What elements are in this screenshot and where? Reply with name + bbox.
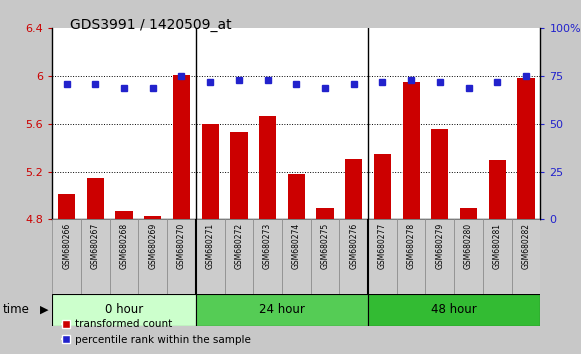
Bar <box>87 178 104 219</box>
Bar <box>52 294 196 326</box>
Bar <box>52 219 81 294</box>
Text: GSM680276: GSM680276 <box>349 223 358 269</box>
Text: GSM680267: GSM680267 <box>91 223 100 269</box>
Bar <box>454 219 483 294</box>
Bar <box>483 219 512 294</box>
Bar <box>167 219 196 294</box>
Bar <box>403 82 419 219</box>
Bar <box>517 79 535 219</box>
Legend: transformed count, percentile rank within the sample: transformed count, percentile rank withi… <box>58 315 255 349</box>
Bar <box>138 219 167 294</box>
Text: GSM680279: GSM680279 <box>435 223 444 269</box>
Bar <box>144 216 162 219</box>
Bar <box>345 159 363 219</box>
Bar <box>196 294 368 326</box>
Bar <box>431 129 449 219</box>
Bar <box>397 219 425 294</box>
Text: GSM680274: GSM680274 <box>292 223 301 269</box>
Text: GDS3991 / 1420509_at: GDS3991 / 1420509_at <box>70 18 231 32</box>
Bar <box>317 207 333 219</box>
Bar <box>489 160 506 219</box>
Bar <box>202 124 219 219</box>
Bar <box>368 219 397 294</box>
Bar <box>512 219 540 294</box>
Bar <box>173 75 190 219</box>
Bar <box>288 174 305 219</box>
Text: GSM680266: GSM680266 <box>62 223 71 269</box>
Bar <box>110 219 138 294</box>
Bar <box>311 219 339 294</box>
Text: 0 hour: 0 hour <box>105 303 143 316</box>
Text: ▶: ▶ <box>40 305 48 315</box>
Bar <box>339 219 368 294</box>
Text: GSM680277: GSM680277 <box>378 223 387 269</box>
Bar <box>196 219 224 294</box>
Text: GSM680269: GSM680269 <box>148 223 157 269</box>
Text: GSM680280: GSM680280 <box>464 223 473 269</box>
Text: GSM680270: GSM680270 <box>177 223 186 269</box>
Bar <box>425 219 454 294</box>
Text: 48 hour: 48 hour <box>431 303 477 316</box>
Text: time: time <box>3 303 30 316</box>
Bar <box>81 219 110 294</box>
Text: GSM680282: GSM680282 <box>522 223 530 269</box>
Bar <box>116 211 132 219</box>
Text: GSM680272: GSM680272 <box>234 223 243 269</box>
Text: GSM680275: GSM680275 <box>321 223 329 269</box>
Text: GSM680273: GSM680273 <box>263 223 272 269</box>
Text: GSM680268: GSM680268 <box>120 223 128 269</box>
Bar <box>253 219 282 294</box>
Bar <box>58 194 76 219</box>
Bar <box>368 294 540 326</box>
Text: GSM680278: GSM680278 <box>407 223 415 269</box>
Bar <box>460 207 477 219</box>
Bar <box>230 132 248 219</box>
Text: GSM680281: GSM680281 <box>493 223 502 269</box>
Bar <box>282 219 311 294</box>
Bar <box>374 154 391 219</box>
Text: GSM680271: GSM680271 <box>206 223 215 269</box>
Text: 24 hour: 24 hour <box>259 303 305 316</box>
Bar <box>259 115 276 219</box>
Bar <box>224 219 253 294</box>
